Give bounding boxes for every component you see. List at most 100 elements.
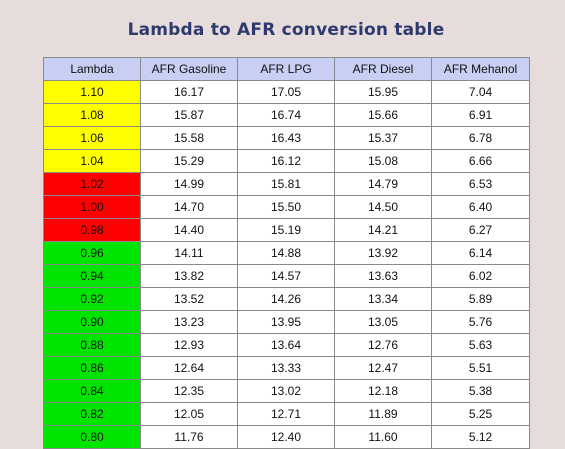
table-row: 1.06 15.58 16.43 15.37 6.78 [43, 126, 530, 150]
cell-afr-gasoline: 14.40 [140, 218, 238, 242]
cell-afr-lpg: 13.33 [237, 356, 335, 380]
cell-afr-lpg: 16.74 [237, 103, 335, 127]
cell-afr-methanol: 6.14 [431, 241, 530, 265]
table-row: 1.04 15.29 16.12 15.08 6.66 [43, 149, 530, 173]
cell-lambda: 1.02 [43, 172, 141, 196]
cell-afr-gasoline: 13.52 [140, 287, 238, 311]
cell-afr-gasoline: 15.58 [140, 126, 238, 150]
lambda-afr-table: Lambda AFR Gasoline AFR LPG AFR Diesel A… [43, 57, 530, 449]
table-row: 1.02 14.99 15.81 14.79 6.53 [43, 172, 530, 196]
cell-lambda: 1.04 [43, 149, 141, 173]
cell-lambda: 0.82 [43, 402, 141, 426]
cell-afr-methanol: 6.02 [431, 264, 530, 288]
header-lambda: Lambda [43, 57, 141, 81]
cell-afr-gasoline: 16.17 [140, 80, 238, 104]
cell-afr-lpg: 16.43 [237, 126, 335, 150]
header-afr-diesel: AFR Diesel [334, 57, 432, 81]
cell-afr-diesel: 15.66 [334, 103, 432, 127]
cell-afr-diesel: 15.37 [334, 126, 432, 150]
table-row: 1.08 15.87 16.74 15.66 6.91 [43, 103, 530, 127]
cell-afr-methanol: 6.27 [431, 218, 530, 242]
cell-afr-lpg: 14.88 [237, 241, 335, 265]
cell-afr-diesel: 12.47 [334, 356, 432, 380]
cell-afr-methanol: 5.76 [431, 310, 530, 334]
header-afr-gasoline: AFR Gasoline [140, 57, 238, 81]
cell-lambda: 0.98 [43, 218, 141, 242]
table-row: 0.92 13.52 14.26 13.34 5.89 [43, 287, 530, 311]
cell-afr-gasoline: 14.11 [140, 241, 238, 265]
cell-lambda: 0.88 [43, 333, 141, 357]
page-title: Lambda to AFR conversion table [127, 20, 445, 40]
cell-afr-methanol: 6.53 [431, 172, 530, 196]
header-afr-lpg: AFR LPG [237, 57, 335, 81]
cell-afr-lpg: 13.64 [237, 333, 335, 357]
table-row: 0.98 14.40 15.19 14.21 6.27 [43, 218, 530, 242]
cell-lambda: 0.94 [43, 264, 141, 288]
cell-afr-gasoline: 15.29 [140, 149, 238, 173]
cell-afr-gasoline: 13.23 [140, 310, 238, 334]
cell-afr-lpg: 15.19 [237, 218, 335, 242]
cell-afr-methanol: 6.66 [431, 149, 530, 173]
table-header-row: Lambda AFR Gasoline AFR LPG AFR Diesel A… [43, 57, 530, 81]
cell-afr-diesel: 15.95 [334, 80, 432, 104]
table-row: 1.00 14.70 15.50 14.50 6.40 [43, 195, 530, 219]
cell-afr-lpg: 13.95 [237, 310, 335, 334]
cell-afr-gasoline: 15.87 [140, 103, 238, 127]
cell-afr-diesel: 14.79 [334, 172, 432, 196]
cell-afr-gasoline: 11.76 [140, 425, 238, 449]
cell-afr-diesel: 13.05 [334, 310, 432, 334]
cell-afr-diesel: 13.34 [334, 287, 432, 311]
cell-afr-lpg: 16.12 [237, 149, 335, 173]
cell-afr-methanol: 6.91 [431, 103, 530, 127]
table-body: 1.10 16.17 17.05 15.95 7.04 1.08 15.87 16.74 15.… [43, 80, 530, 449]
table-row: 0.88 12.93 13.64 12.76 5.63 [43, 333, 530, 357]
cell-afr-lpg: 17.05 [237, 80, 335, 104]
cell-lambda: 1.10 [43, 80, 141, 104]
cell-afr-diesel: 12.18 [334, 379, 432, 403]
cell-afr-gasoline: 12.35 [140, 379, 238, 403]
cell-afr-methanol: 5.51 [431, 356, 530, 380]
cell-afr-gasoline: 12.93 [140, 333, 238, 357]
cell-afr-diesel: 13.63 [334, 264, 432, 288]
cell-afr-diesel: 13.92 [334, 241, 432, 265]
cell-lambda: 0.86 [43, 356, 141, 380]
cell-afr-lpg: 13.02 [237, 379, 335, 403]
cell-afr-methanol: 7.04 [431, 80, 530, 104]
cell-afr-methanol: 5.38 [431, 379, 530, 403]
cell-afr-lpg: 12.40 [237, 425, 335, 449]
cell-lambda: 0.84 [43, 379, 141, 403]
table-row: 0.96 14.11 14.88 13.92 6.14 [43, 241, 530, 265]
cell-lambda: 0.96 [43, 241, 141, 265]
cell-afr-lpg: 15.50 [237, 195, 335, 219]
cell-afr-gasoline: 14.99 [140, 172, 238, 196]
table-row: 0.86 12.64 13.33 12.47 5.51 [43, 356, 530, 380]
cell-afr-methanol: 6.78 [431, 126, 530, 150]
cell-afr-diesel: 14.50 [334, 195, 432, 219]
cell-afr-methanol: 5.25 [431, 402, 530, 426]
cell-afr-diesel: 11.89 [334, 402, 432, 426]
cell-afr-diesel: 11.60 [334, 425, 432, 449]
cell-lambda: 0.92 [43, 287, 141, 311]
cell-afr-methanol: 5.12 [431, 425, 530, 449]
cell-lambda: 1.06 [43, 126, 141, 150]
cell-afr-methanol: 5.89 [431, 287, 530, 311]
cell-afr-gasoline: 12.64 [140, 356, 238, 380]
cell-afr-diesel: 12.76 [334, 333, 432, 357]
cell-afr-diesel: 14.21 [334, 218, 432, 242]
header-afr-methanol: AFR Mehanol [431, 57, 530, 81]
table-row: 0.94 13.82 14.57 13.63 6.02 [43, 264, 530, 288]
cell-afr-lpg: 15.81 [237, 172, 335, 196]
cell-afr-lpg: 14.26 [237, 287, 335, 311]
cell-afr-methanol: 5.63 [431, 333, 530, 357]
cell-lambda: 0.80 [43, 425, 141, 449]
cell-lambda: 1.00 [43, 195, 141, 219]
table-row: 0.84 12.35 13.02 12.18 5.38 [43, 379, 530, 403]
cell-afr-lpg: 12.71 [237, 402, 335, 426]
table-row: 0.80 11.76 12.40 11.60 5.12 [43, 425, 530, 449]
table-row: 1.10 16.17 17.05 15.95 7.04 [43, 80, 530, 104]
cell-afr-gasoline: 14.70 [140, 195, 238, 219]
cell-afr-methanol: 6.40 [431, 195, 530, 219]
cell-afr-gasoline: 12.05 [140, 402, 238, 426]
cell-afr-gasoline: 13.82 [140, 264, 238, 288]
cell-lambda: 0.90 [43, 310, 141, 334]
